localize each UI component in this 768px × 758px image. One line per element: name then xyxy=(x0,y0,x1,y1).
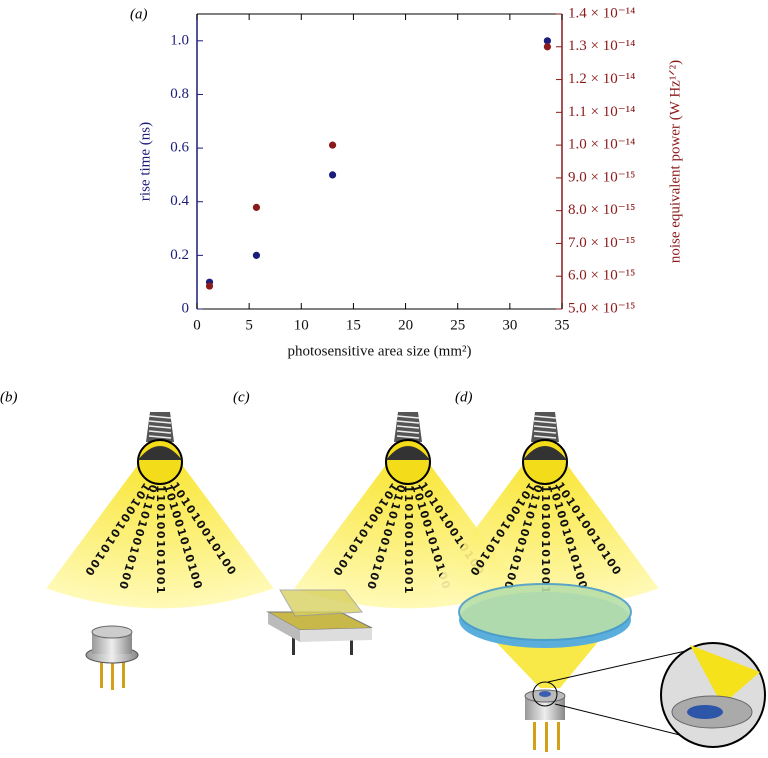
x-tick-label: 5 xyxy=(245,317,253,333)
y-tick-label: 0.8 xyxy=(170,86,189,102)
light-beam: 1101001010100101101001010011101001010011… xyxy=(431,412,659,609)
zoom-sensor xyxy=(687,705,723,719)
zoom-line xyxy=(547,649,691,683)
detector-pin xyxy=(122,660,125,688)
x-tick-label: 30 xyxy=(502,317,517,333)
bulb-thread xyxy=(148,425,172,429)
x-tick-label: 35 xyxy=(555,317,570,333)
y2-tick-label: 8.0 × 10⁻¹⁵ xyxy=(568,202,635,218)
bulb-thread xyxy=(396,435,420,439)
beam-cone xyxy=(46,462,274,609)
y2-tick-label: 7.0 × 10⁻¹⁵ xyxy=(568,235,635,251)
bulb-thread xyxy=(533,430,557,434)
data-point xyxy=(205,282,214,290)
y2-tick-label: 1.4 × 10⁻¹⁴ xyxy=(568,5,635,21)
detector-window xyxy=(91,625,133,639)
detector-pin xyxy=(111,660,114,690)
detector-side xyxy=(300,628,372,642)
bulb-thread xyxy=(533,425,557,429)
detector-pin xyxy=(100,660,103,688)
bulb-thread xyxy=(396,425,420,429)
lens xyxy=(458,583,632,641)
y2-tick-label: 1.1 × 10⁻¹⁴ xyxy=(568,104,635,120)
y2-tick-label: 9.0 × 10⁻¹⁵ xyxy=(568,169,635,185)
y-axis-label: rise time (ns) xyxy=(137,122,153,201)
data-point xyxy=(543,43,552,51)
bulb-thread xyxy=(148,430,172,434)
bulb-thread xyxy=(396,430,420,434)
detector-side xyxy=(268,612,300,642)
bulb-thread xyxy=(396,420,420,424)
y2-tick-label: 1.0 × 10⁻¹⁴ xyxy=(568,137,635,153)
y2-axis-label: noise equivalent power (W Hz¹ᐟ²) xyxy=(667,60,683,263)
x-tick-label: 0 xyxy=(193,317,201,333)
binary-stream: 1110100101001 xyxy=(154,476,167,595)
panel-label: (a) xyxy=(130,6,148,22)
bulb-fins xyxy=(386,446,430,460)
x-tick-label: 10 xyxy=(294,317,309,333)
y2-tick-label: 5.0 × 10⁻¹⁵ xyxy=(568,300,635,316)
detector-pin xyxy=(545,722,548,752)
detector-top xyxy=(279,589,363,617)
illustrations: 1101001010100101101001010011101001010011… xyxy=(46,412,766,752)
bulb-thread xyxy=(533,420,557,424)
beam-cone xyxy=(431,462,659,609)
light-beam: 1101001010100101101001010011101001010011… xyxy=(46,412,274,609)
bulb-thread xyxy=(148,435,172,439)
y2-tick-label: 1.2 × 10⁻¹⁴ xyxy=(568,71,635,87)
y-tick-label: 0.2 xyxy=(170,247,189,263)
y-tick-label: 0.6 xyxy=(170,140,189,156)
data-point xyxy=(543,37,552,45)
detector-pin xyxy=(292,635,295,655)
zoom-source xyxy=(532,681,558,707)
y-tick-label: 0 xyxy=(182,300,190,316)
bulb-thread xyxy=(533,415,557,419)
y2-tick-label: 6.0 × 10⁻¹⁵ xyxy=(568,268,635,284)
sensor xyxy=(539,691,551,697)
bulb-thread xyxy=(148,415,172,419)
bulb-fins xyxy=(138,446,182,460)
x-tick-label: 20 xyxy=(398,317,413,333)
y-tick-label: 1.0 xyxy=(170,32,189,48)
bulb-fins xyxy=(523,446,567,460)
data-point xyxy=(328,141,337,149)
data-point xyxy=(252,251,261,259)
x-tick-label: 15 xyxy=(346,317,361,333)
panel-label: (c) xyxy=(233,389,250,405)
zoom-beam xyxy=(690,645,760,705)
detector-pin xyxy=(350,635,353,655)
binary-stream: 1110100101001 xyxy=(402,476,415,595)
x-tick-label: 25 xyxy=(450,317,465,333)
bulb-thread xyxy=(533,435,557,439)
zoom-line xyxy=(554,703,701,741)
panel-label: (d) xyxy=(455,389,473,405)
bulb-thread xyxy=(148,420,172,424)
x-axis-label: photosensitive area size (mm²) xyxy=(287,343,471,359)
data-point xyxy=(328,171,337,179)
detector-pin xyxy=(557,722,560,750)
y-tick-label: 0.4 xyxy=(170,193,189,209)
data-point xyxy=(252,203,261,211)
panel-label: (b) xyxy=(0,389,18,405)
bulb-thread xyxy=(396,415,420,419)
y2-tick-label: 1.3 × 10⁻¹⁴ xyxy=(568,38,635,54)
binary-stream: 1110100101001 xyxy=(539,476,552,595)
detector-pin xyxy=(533,722,536,750)
